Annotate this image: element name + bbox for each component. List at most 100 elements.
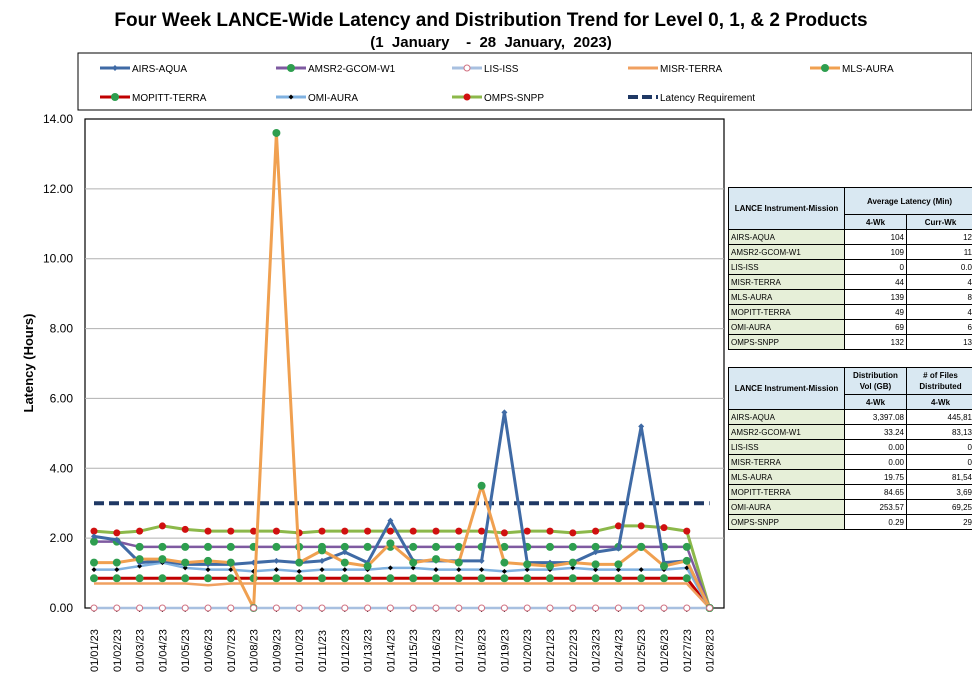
latency-row: AMSR2-GCOM-W1 109 11 xyxy=(728,244,972,260)
data-point xyxy=(318,574,326,583)
data-point xyxy=(137,563,143,569)
series-line xyxy=(93,524,712,609)
dist-col-header-files: # of Files Distributed xyxy=(906,367,972,395)
data-point xyxy=(637,604,645,612)
x-tick-label: 01/18/23 xyxy=(477,629,489,672)
distribution-row: LIS-ISS 0.00 0 xyxy=(728,439,972,455)
distribution-row: MOPITT-TERRA 84.65 3,69 xyxy=(728,484,972,500)
data-point xyxy=(341,604,349,612)
latency-curr-wk: 6 xyxy=(906,319,972,335)
data-point xyxy=(432,542,440,551)
latency-sub-curr: Curr-Wk xyxy=(906,214,972,230)
data-point xyxy=(568,574,577,583)
data-point xyxy=(568,558,577,567)
data-point xyxy=(593,567,599,573)
series-line xyxy=(94,576,711,609)
data-point xyxy=(614,574,623,583)
data-point xyxy=(660,574,668,583)
dist-sub-files: 4-Wk xyxy=(906,394,972,410)
latency-4wk: 49 xyxy=(844,304,907,320)
dist-files: 0 xyxy=(906,454,972,470)
latency-col-header-instrument: LANCE Instrument-Mission xyxy=(728,187,845,230)
x-tick-label: 01/08/23 xyxy=(249,629,261,672)
x-tick-label: 01/27/23 xyxy=(682,629,694,672)
x-tick-label: 01/14/23 xyxy=(385,629,397,672)
x-tick-label: 01/22/23 xyxy=(568,629,580,672)
data-point xyxy=(546,562,554,571)
instrument-name: LIS-ISS xyxy=(728,439,845,455)
x-tick-label: 01/12/23 xyxy=(340,629,352,672)
x-tick-label: 01/13/23 xyxy=(363,629,375,672)
latency-row: OMPS-SNPP 132 13 xyxy=(728,334,972,350)
data-point xyxy=(364,527,372,535)
dist-files: 29 xyxy=(906,514,972,530)
grid-lines xyxy=(85,188,724,539)
data-point xyxy=(409,542,418,551)
dist-volume: 84.65 xyxy=(844,484,907,500)
data-point xyxy=(455,527,463,535)
x-tick-label: 01/05/23 xyxy=(180,629,192,672)
data-point xyxy=(386,604,394,612)
data-point xyxy=(158,604,166,612)
data-point xyxy=(91,567,97,573)
series-line xyxy=(94,131,711,610)
data-point xyxy=(363,562,372,571)
series-line xyxy=(94,540,711,609)
data-point xyxy=(341,549,348,556)
data-point xyxy=(340,558,349,567)
instrument-name: MISR-TERRA xyxy=(728,454,845,470)
data-point xyxy=(319,557,325,564)
legend-label: MISR-TERRA xyxy=(660,64,723,75)
latency-curr-wk: 0.0 xyxy=(906,259,972,275)
latency-row: MOPITT-TERRA 49 4 xyxy=(728,304,972,320)
data-point xyxy=(340,574,349,583)
data-point xyxy=(272,542,281,551)
instrument-name: OMI-AURA xyxy=(728,499,845,515)
data-point xyxy=(113,536,120,543)
data-point xyxy=(454,574,463,583)
series-lis-iss xyxy=(90,604,714,612)
distribution-row: MLS-AURA 19.75 81,54 xyxy=(728,469,972,485)
data-point xyxy=(660,604,668,612)
dist-volume: 0.29 xyxy=(844,514,907,530)
data-point xyxy=(523,604,531,612)
data-point xyxy=(226,574,235,583)
latency-curr-wk: 13 xyxy=(906,334,972,350)
data-point xyxy=(158,555,167,564)
data-point xyxy=(181,574,190,583)
dist-volume: 0.00 xyxy=(844,439,907,455)
data-point xyxy=(410,565,416,571)
x-tick-label: 01/04/23 xyxy=(157,629,169,672)
data-point xyxy=(272,527,280,535)
data-point xyxy=(637,574,646,583)
latency-curr-wk: 8 xyxy=(906,289,972,305)
x-tick-label: 01/15/23 xyxy=(408,629,420,672)
legend-label: AMSR2-GCOM-W1 xyxy=(308,64,396,75)
data-point xyxy=(386,574,395,583)
distribution-table: LANCE Instrument-Mission Distribution Vo… xyxy=(728,367,972,530)
data-point xyxy=(546,604,554,612)
legend-label: AIRS-AQUA xyxy=(132,64,187,75)
latency-4wk: 44 xyxy=(844,274,907,290)
data-point xyxy=(463,93,471,101)
latency-table: LANCE Instrument-Mission Average Latency… xyxy=(728,187,972,350)
y-tick-label: 2.00 xyxy=(50,531,74,545)
distribution-row: OMI-AURA 253.57 69,25 xyxy=(728,499,972,515)
instrument-name: MLS-AURA xyxy=(728,469,845,485)
data-point xyxy=(500,558,509,567)
data-point xyxy=(569,529,577,537)
latency-4wk: 132 xyxy=(844,334,907,350)
legend-entry: MLS-AURA xyxy=(810,64,894,75)
distribution-row: OMPS-SNPP 0.29 29 xyxy=(728,514,972,530)
data-point xyxy=(318,546,326,555)
instrument-name: LIS-ISS xyxy=(728,259,845,275)
instrument-name: AMSR2-GCOM-W1 xyxy=(728,424,845,440)
series-omps-snpp xyxy=(90,522,714,612)
x-tick-label: 01/20/23 xyxy=(522,629,534,672)
legend-box xyxy=(77,52,972,111)
data-point xyxy=(287,64,295,72)
x-tick-label: 01/09/23 xyxy=(271,629,283,672)
data-point xyxy=(272,128,281,137)
dist-volume: 19.75 xyxy=(844,469,907,485)
data-point xyxy=(113,529,121,537)
